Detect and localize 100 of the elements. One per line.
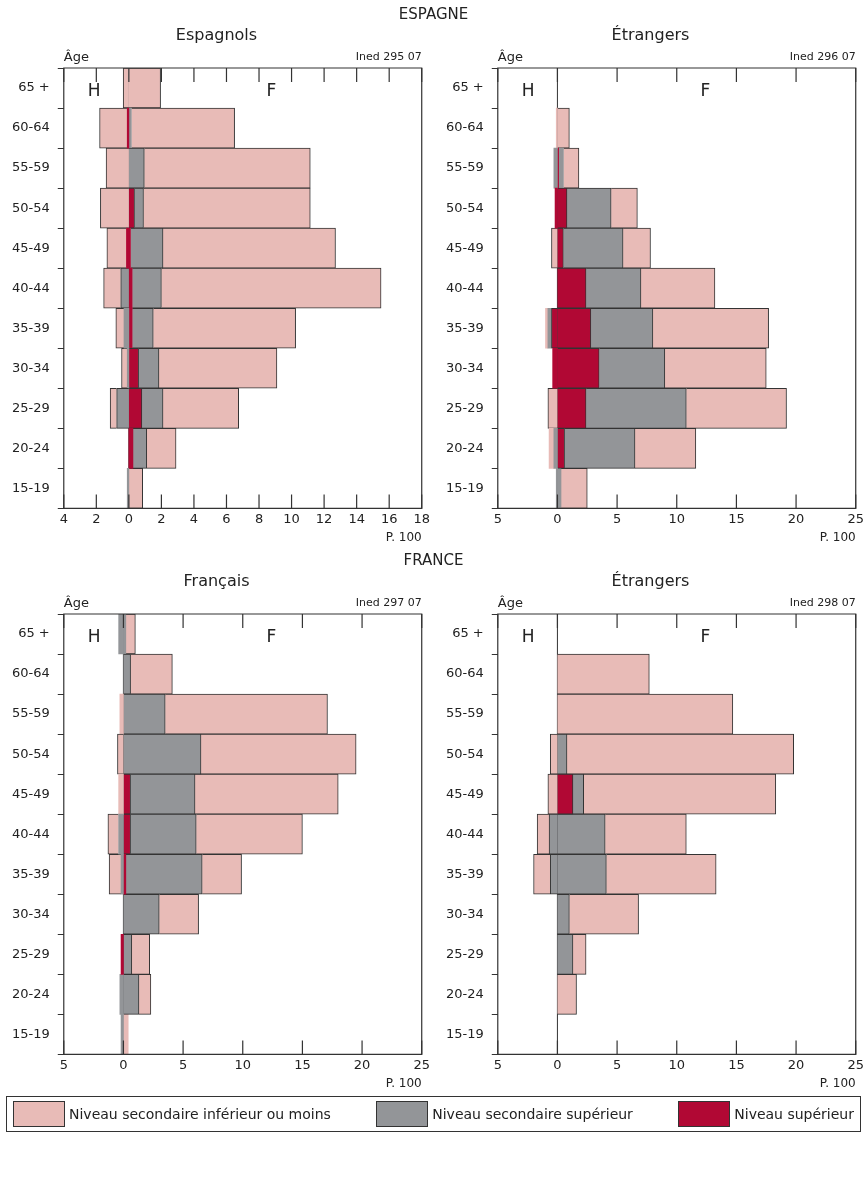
- x-tick-label: 4: [189, 510, 199, 526]
- chart-title: FRANCE: [402, 550, 465, 570]
- x-tick-label: 20: [787, 510, 805, 526]
- x-tick-label: 5: [493, 510, 502, 526]
- x-tick-label: 5: [493, 1056, 502, 1072]
- annotation: H: [87, 80, 101, 101]
- y-axis-title: Âge: [497, 594, 523, 610]
- y-tick-label: 60-64: [11, 665, 50, 681]
- text: Ined 297 07: [355, 596, 422, 610]
- y-tick-label: 55-59: [445, 159, 484, 175]
- chart-subtitle: Espagnols: [174, 24, 259, 46]
- x-tick-label: 5: [612, 510, 622, 526]
- text: Ined 298 07: [789, 596, 856, 610]
- y-tick-label: 15-19: [445, 1025, 484, 1041]
- legend-label: Niveau secondaire inférieur ou moins: [69, 1106, 331, 1122]
- y-tick-label: 50-54: [445, 745, 484, 761]
- y-tick-label: 55-59: [11, 159, 50, 175]
- y-tick-label: 55-59: [11, 705, 50, 721]
- x-tick-label: 10: [234, 1056, 252, 1072]
- y-tick-label: 55-59: [445, 705, 484, 721]
- x-tick-label: 0: [124, 510, 133, 526]
- y-axis-title: Âge: [63, 48, 89, 64]
- x-tick-label: 2: [157, 510, 166, 526]
- y-tick-label: 40-44: [11, 279, 50, 295]
- x-tick-label: 4: [59, 510, 68, 526]
- y-tick-label: 50-54: [11, 199, 50, 215]
- x-tick-label: 10: [668, 1056, 686, 1072]
- y-tick-label: 60-64: [445, 665, 484, 681]
- x-tick-label: 5: [178, 1056, 188, 1072]
- y-tick-label: 65 +: [452, 79, 484, 95]
- y-tick-label: 35-39: [445, 319, 484, 335]
- chart-subtitle: Français: [182, 570, 251, 592]
- y-tick-label: 45-49: [445, 785, 484, 801]
- y-tick-label: 30-34: [445, 359, 484, 375]
- x-tick-label: 14: [348, 510, 365, 526]
- y-tick-label: 35-39: [11, 319, 50, 335]
- x-tick-label: 25: [847, 1056, 864, 1072]
- y-axis-title: Âge: [63, 594, 89, 610]
- y-tick-label: 20-24: [445, 985, 484, 1001]
- legend-label: Niveau secondaire supérieur: [432, 1106, 633, 1122]
- y-tick-label: 60-64: [11, 119, 50, 135]
- y-tick-label: 50-54: [445, 199, 484, 215]
- x-axis-title: P. 100: [819, 530, 856, 545]
- y-tick-label: 25-29: [445, 945, 484, 961]
- annotation: F: [266, 626, 277, 647]
- y-tick-label: 45-49: [11, 239, 50, 255]
- x-tick-label: 5: [59, 1056, 68, 1072]
- y-tick-label: 30-34: [445, 905, 484, 921]
- y-tick-label: 40-44: [445, 825, 484, 841]
- x-tick-label: 16: [380, 510, 398, 526]
- text: Ined 295 07: [355, 50, 422, 64]
- x-tick-label: 20: [787, 1056, 805, 1072]
- y-tick-label: 40-44: [11, 825, 50, 841]
- x-axis-title: P. 100: [385, 530, 422, 545]
- y-tick-label: 65 +: [18, 79, 50, 95]
- y-tick-label: 65 +: [452, 625, 484, 641]
- text: Ined 296 07: [789, 50, 856, 64]
- chart-subtitle: Étrangers: [610, 24, 691, 46]
- y-tick-label: 45-49: [445, 239, 484, 255]
- x-axis-title: P. 100: [385, 1076, 422, 1091]
- x-tick-label: 15: [728, 510, 745, 526]
- y-tick-label: 15-19: [11, 1025, 50, 1041]
- y-tick-label: 35-39: [11, 865, 50, 881]
- x-tick-label: 10: [668, 510, 686, 526]
- x-tick-label: 18: [413, 510, 430, 526]
- x-tick-label: 0: [553, 1056, 562, 1072]
- legend-label: Niveau supérieur: [734, 1106, 854, 1122]
- annotation: F: [266, 80, 277, 101]
- y-tick-label: 15-19: [445, 479, 484, 495]
- x-tick-label: 2: [92, 510, 101, 526]
- x-tick-label: 15: [728, 1056, 745, 1072]
- annotation: H: [521, 80, 535, 101]
- x-axis-title: P. 100: [819, 1076, 856, 1091]
- annotation: H: [87, 626, 101, 647]
- x-tick-label: 6: [222, 510, 231, 526]
- y-tick-label: 15-19: [11, 479, 50, 495]
- x-tick-label: 8: [254, 510, 264, 526]
- x-tick-label: 25: [413, 1056, 430, 1072]
- x-tick-label: 12: [315, 510, 333, 526]
- x-tick-label: 20: [353, 1056, 371, 1072]
- chart-title: ESPAGNE: [397, 4, 470, 24]
- annotation: F: [700, 80, 711, 101]
- y-tick-label: 30-34: [11, 359, 50, 375]
- chart-subtitle: Étrangers: [610, 570, 691, 592]
- y-tick-label: 20-24: [445, 439, 484, 455]
- y-tick-label: 25-29: [445, 399, 484, 415]
- x-tick-label: 0: [553, 510, 562, 526]
- y-tick-label: 45-49: [11, 785, 50, 801]
- y-tick-label: 60-64: [445, 119, 484, 135]
- annotation: F: [700, 626, 711, 647]
- x-tick-label: 15: [294, 1056, 311, 1072]
- x-tick-label: 25: [847, 510, 864, 526]
- y-tick-label: 20-24: [11, 985, 50, 1001]
- annotation: H: [521, 626, 535, 647]
- y-tick-label: 20-24: [11, 439, 50, 455]
- y-tick-label: 25-29: [11, 399, 50, 415]
- y-tick-label: 30-34: [11, 905, 50, 921]
- y-tick-label: 35-39: [445, 865, 484, 881]
- y-axis-title: Âge: [497, 48, 523, 64]
- y-tick-label: 40-44: [445, 279, 484, 295]
